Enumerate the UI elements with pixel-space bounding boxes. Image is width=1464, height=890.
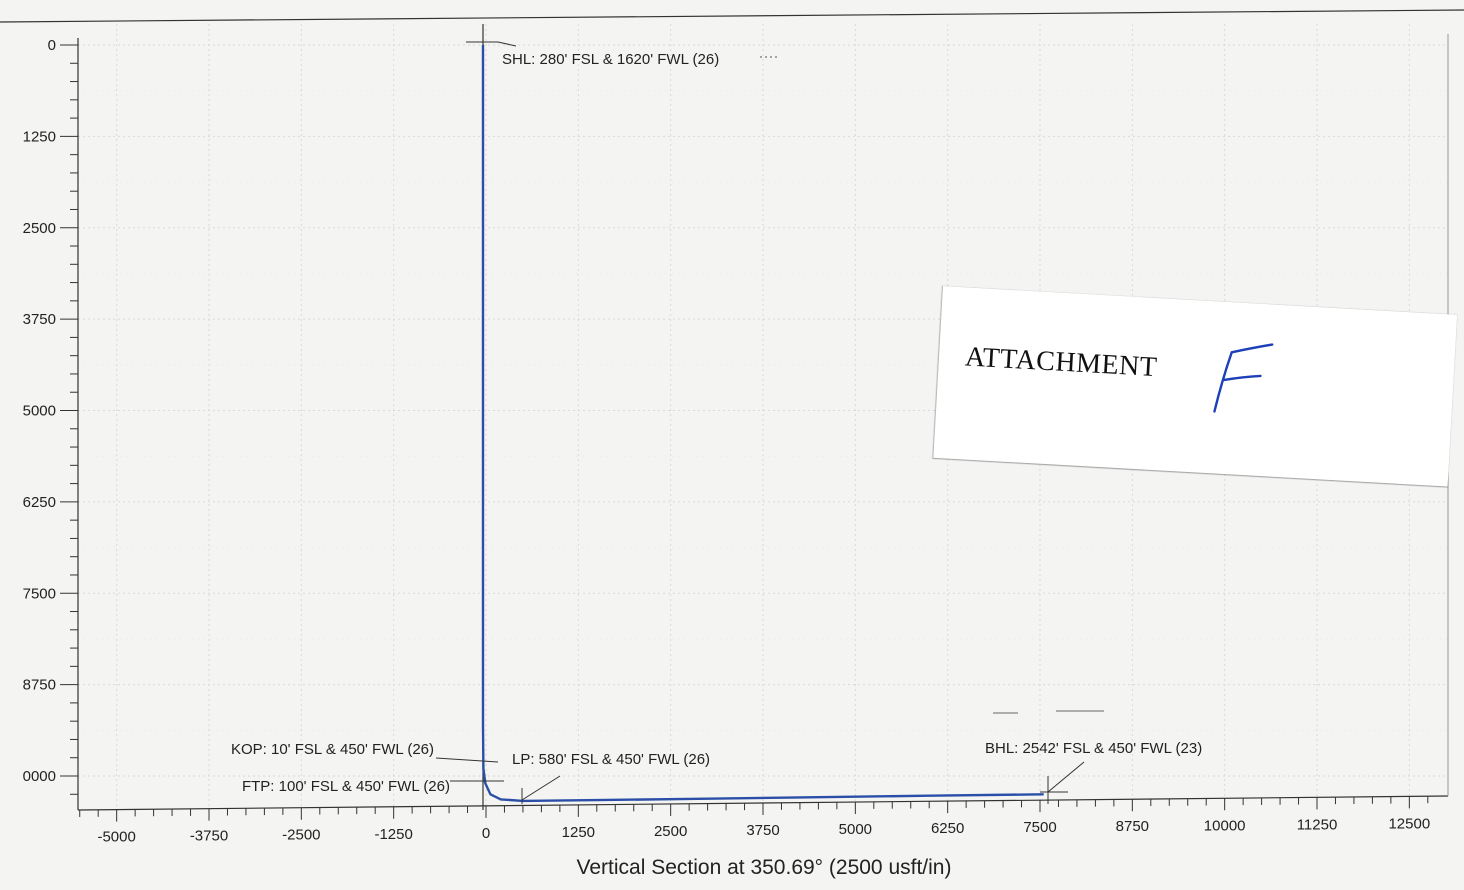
attachment-letter-handwritten: [1213, 343, 1274, 413]
x-tick-label: 2500: [654, 823, 687, 840]
x-tick-label: 6250: [931, 820, 964, 837]
y-tick-labels: 0 1250 2500 3750 5000 6250 7500 8750 0000: [23, 37, 56, 785]
x-tick-label: 8750: [1116, 818, 1149, 835]
x-tick-label: -1250: [374, 826, 412, 843]
annotation-leader: [521, 775, 561, 801]
y-tick-label: 0: [48, 37, 56, 54]
y-tick-label: 1250: [23, 128, 56, 145]
annotation-label: BHL: 2542' FSL & 450' FWL (23): [985, 740, 1202, 757]
x-axis-title: Vertical Section at 350.69° (2500 usft/i…: [577, 856, 952, 879]
x-tick-label: 5000: [839, 821, 872, 838]
y-tick-label: 7500: [23, 585, 56, 602]
y-tick-label: 6250: [23, 494, 56, 511]
x-tick-label: 7500: [1023, 819, 1056, 836]
annotation-label: KOP: 10' FSL & 450' FWL (26): [231, 741, 434, 758]
y-tick-label: 3750: [23, 311, 56, 328]
x-tick-label: 1250: [562, 824, 595, 841]
tick-marks: [60, 44, 1429, 822]
x-tick-labels: -5000 -3750 -2500 -1250 0 1250 2500 3750 5000 625…: [97, 815, 1430, 845]
x-tick-label: -5000: [97, 829, 135, 846]
top-border: [0, 9, 1464, 23]
annotation-label: LP: 580' FSL & 450' FWL (26): [512, 751, 710, 768]
y-tick-label: 2500: [23, 220, 56, 237]
attachment-card: ATTACHMENT: [932, 286, 1458, 488]
x-tick-label: 0: [482, 825, 490, 842]
y-tick-label: 8750: [23, 677, 56, 694]
annotation-leader: [435, 757, 499, 763]
y-tick-label: 0000: [23, 768, 56, 785]
annotations: SHL: 280' FSL & 1620' FWL (26) KOP: 10' F…: [231, 41, 1202, 804]
x-tick-label: 10000: [1204, 817, 1246, 834]
annotation-label: FTP: 100' FSL & 450' FWL (26): [242, 778, 450, 795]
x-tick-label: 3750: [746, 822, 779, 839]
annotation-leader: [497, 41, 517, 47]
x-tick-label: -3750: [190, 828, 228, 845]
annotation-leader: [1047, 761, 1085, 793]
x-tick-label: -2500: [282, 827, 320, 844]
y-tick-label: 5000: [23, 403, 56, 420]
attachment-label: ATTACHMENT: [964, 341, 1159, 384]
annotation-label: SHL: 280' FSL & 1620' FWL (26): [502, 51, 719, 68]
x-tick-label: 11250: [1297, 816, 1338, 833]
x-tick-label: 12500: [1388, 815, 1430, 832]
